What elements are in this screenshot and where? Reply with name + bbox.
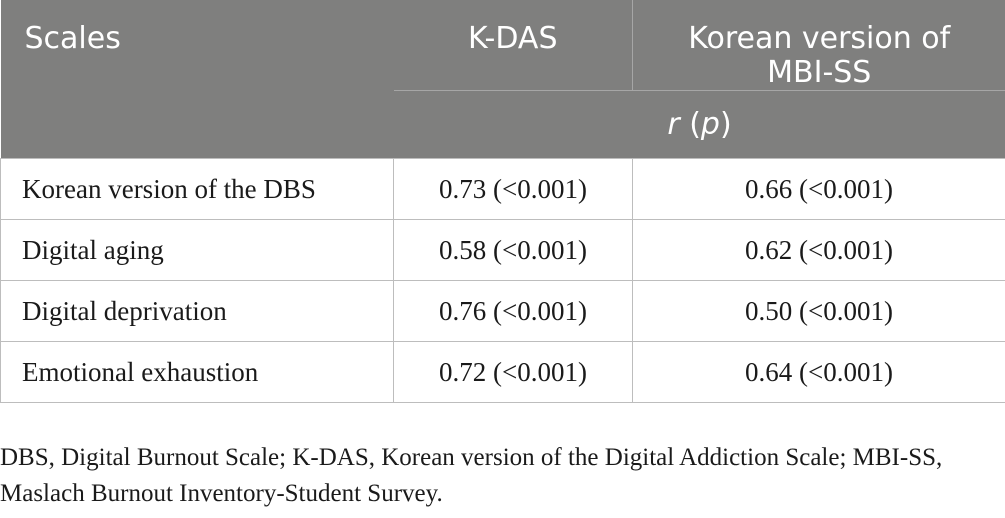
- cell-mbi-ss: 0.50 (<0.001): [632, 280, 1005, 342]
- cell-kdas: 0.73 (<0.001): [393, 158, 633, 220]
- table-footnote: DBS, Digital Burnout Scale; K-DAS, Korea…: [0, 440, 1000, 512]
- table-header: Scales K-DAS Korean version of MBI-SS r …: [0, 0, 1005, 159]
- table-row: Korean version of the DBS 0.73 (<0.001) …: [0, 158, 1005, 220]
- header-mbi-ss: Korean version of MBI-SS: [632, 0, 1005, 91]
- header-mbi-line2: MBI-SS: [767, 55, 872, 90]
- header-stat-open: (: [679, 106, 701, 142]
- cell-mbi-ss: 0.64 (<0.001): [632, 341, 1005, 403]
- header-stat-p: p: [700, 106, 720, 142]
- header-kdas: K-DAS: [393, 0, 633, 91]
- header-stat-r: r: [667, 106, 680, 142]
- header-scales: Scales: [0, 0, 394, 159]
- table-row: Emotional exhaustion 0.72 (<0.001) 0.64 …: [0, 341, 1005, 403]
- table-body: Korean version of the DBS 0.73 (<0.001) …: [0, 158, 1005, 403]
- table-row: Digital aging 0.58 (<0.001) 0.62 (<0.001…: [0, 219, 1005, 281]
- cell-kdas: 0.58 (<0.001): [393, 219, 633, 281]
- header-mbi-line1: Korean version of: [688, 21, 951, 56]
- cell-mbi-ss: 0.62 (<0.001): [632, 219, 1005, 281]
- row-label: Korean version of the DBS: [0, 158, 394, 220]
- header-stat-close: ): [719, 106, 732, 142]
- cell-kdas: 0.72 (<0.001): [393, 341, 633, 403]
- header-stat-row: r (p): [1, 90, 1005, 159]
- row-label: Digital deprivation: [0, 280, 394, 342]
- cell-mbi-ss: 0.66 (<0.001): [632, 158, 1005, 220]
- footnote-line1: DBS, Digital Burnout Scale; K-DAS, Korea…: [0, 444, 943, 471]
- row-label: Emotional exhaustion: [0, 341, 394, 403]
- row-label: Digital aging: [0, 219, 394, 281]
- correlation-table: Scales K-DAS Korean version of MBI-SS r …: [0, 0, 1005, 403]
- header-row: Scales K-DAS Korean version of MBI-SS: [0, 0, 1005, 159]
- footnote-line2: Maslach Burnout Inventory-Student Survey…: [0, 480, 443, 507]
- header-statistic: r (p): [393, 90, 1005, 159]
- table-row: Digital deprivation 0.76 (<0.001) 0.50 (…: [0, 280, 1005, 342]
- cell-kdas: 0.76 (<0.001): [393, 280, 633, 342]
